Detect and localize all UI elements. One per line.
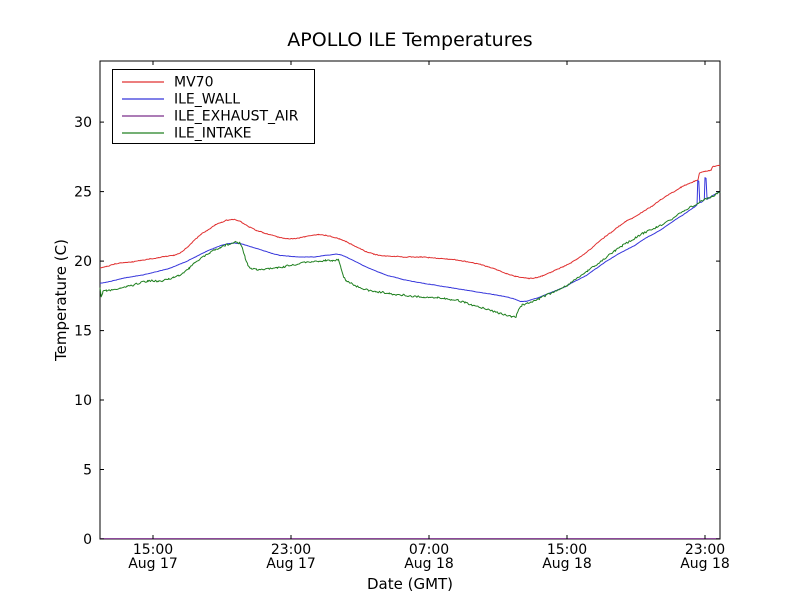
chart-title: APOLLO ILE Temperatures	[287, 29, 532, 51]
y-tick-label: 5	[83, 463, 92, 479]
y-tick-label: 25	[74, 185, 92, 201]
y-axis-label: Temperature (C)	[52, 239, 70, 362]
x-tick-date: Aug 17	[128, 556, 178, 572]
series-line-MV70	[100, 164, 721, 280]
x-tick-time: 23:00	[271, 542, 311, 558]
series-group	[99, 164, 721, 540]
y-tick-label: 10	[74, 393, 92, 409]
y-tick-label: 0	[83, 532, 92, 548]
x-tick-date: Aug 17	[266, 556, 316, 572]
legend-label-MV70: MV70	[174, 75, 213, 91]
legend-label-ILE_EXHAUST_AIR: ILE_EXHAUST_AIR	[174, 109, 299, 125]
tick-marks	[100, 61, 720, 540]
y-tick-label: 30	[74, 115, 92, 131]
x-tick-date: Aug 18	[404, 556, 454, 572]
y-tick-label: 15	[74, 324, 92, 340]
legend-label-ILE_WALL: ILE_WALL	[174, 92, 240, 108]
series-line-ILE_WALL	[99, 177, 721, 303]
x-axis-label: Date (GMT)	[367, 575, 453, 593]
series-line-ILE_INTAKE	[99, 191, 721, 318]
x-tick-date: Aug 18	[680, 556, 730, 572]
x-tick-time: 15:00	[133, 542, 173, 558]
x-tick-time: 15:00	[547, 542, 587, 558]
x-tick-time: 07:00	[409, 542, 449, 558]
x-tick-time: 23:00	[685, 542, 725, 558]
legend-label-ILE_INTAKE: ILE_INTAKE	[174, 126, 251, 142]
y-tick-label: 20	[74, 254, 92, 270]
x-tick-date: Aug 18	[542, 556, 592, 572]
